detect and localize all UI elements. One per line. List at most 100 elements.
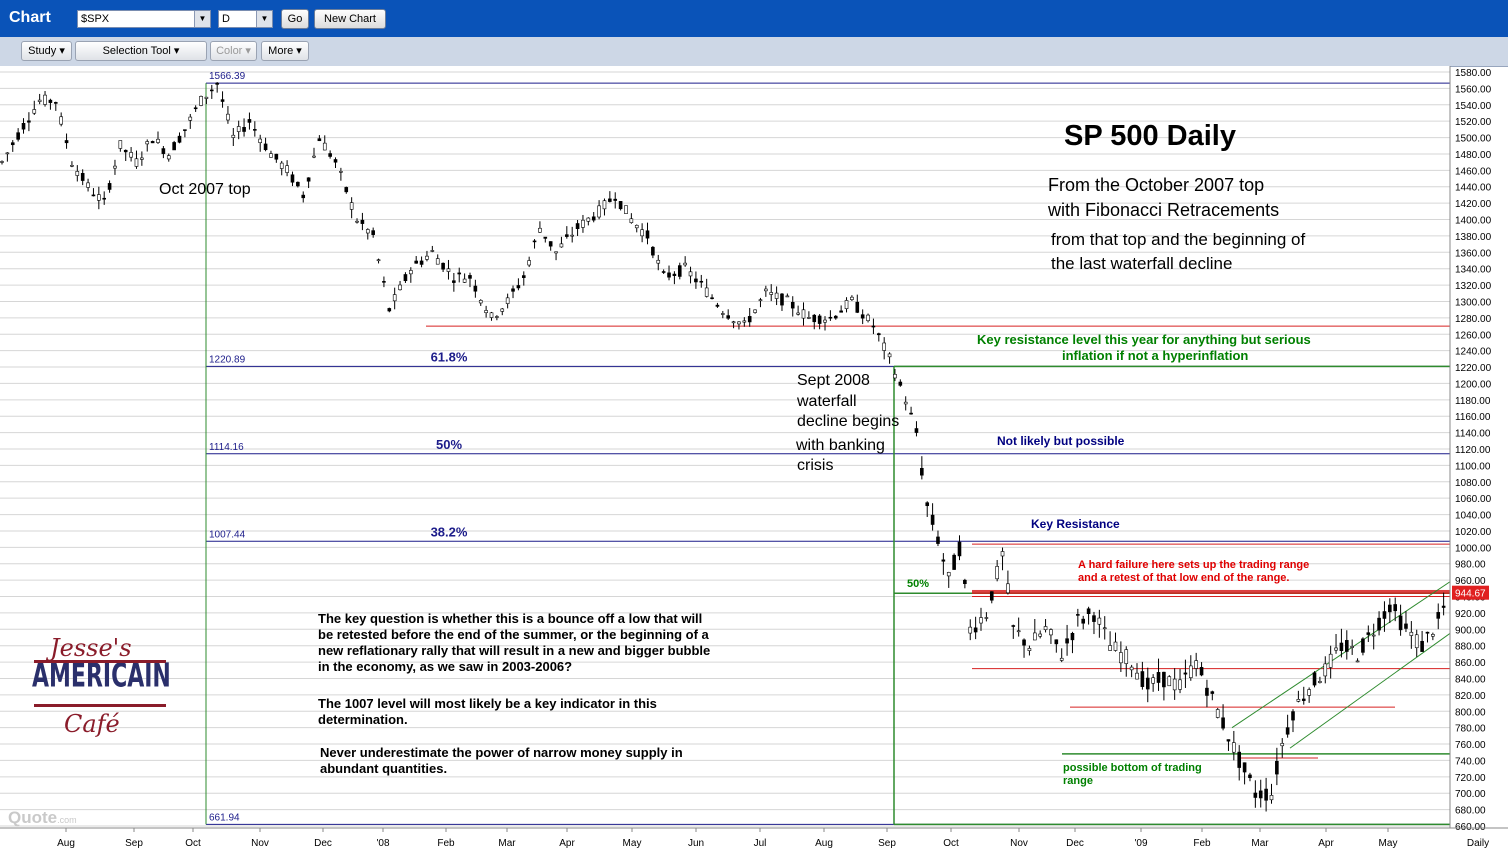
candle-body: [839, 310, 843, 313]
candle-body: [527, 260, 531, 266]
x-axis-label: Daily: [1467, 838, 1489, 849]
candle-body: [1027, 648, 1032, 651]
period-select[interactable]: D ▼: [218, 10, 273, 28]
grid-lines: [0, 71, 1450, 827]
x-tick-label: Dec: [314, 838, 332, 849]
study-menu-button[interactable]: Study ▾: [21, 41, 72, 61]
fib-pct-label: 38.2%: [431, 524, 468, 539]
quote-logo-text: Quote: [8, 808, 58, 827]
money-line-1: Never underestimate the power of narrow …: [320, 745, 683, 760]
candle-body: [1307, 689, 1311, 696]
candle-body: [129, 152, 133, 158]
more-menu-button[interactable]: More ▾: [261, 41, 309, 61]
y-tick-label: 920.00: [1455, 609, 1486, 620]
candle-body: [833, 315, 838, 319]
candle-body: [118, 140, 123, 149]
y-tick-label: 1260.00: [1455, 330, 1492, 341]
x-tick-label: Jul: [754, 838, 767, 849]
candle-body: [21, 122, 26, 130]
y-tick-label: 1140.00: [1455, 429, 1491, 440]
candle-body: [731, 321, 736, 324]
x-tick-label: Sep: [125, 838, 143, 849]
candle-body: [425, 255, 429, 260]
candle-body: [871, 325, 876, 328]
candle-body: [43, 94, 47, 105]
green-pct-label: 50%: [907, 578, 929, 590]
chevron-down-icon[interactable]: ▼: [194, 11, 210, 27]
chevron-down-icon[interactable]: ▼: [256, 11, 272, 27]
candle-body: [1328, 653, 1333, 668]
candle-body: [1420, 640, 1424, 652]
candle-body: [75, 171, 80, 176]
price-chart[interactable]: 660.00680.00700.00720.00740.00760.00780.…: [0, 66, 1508, 859]
candle-body: [1264, 788, 1268, 801]
candle-body: [156, 138, 160, 143]
candle-body: [823, 319, 827, 323]
candle-body: [258, 138, 263, 144]
y-tick-label: 1100.00: [1455, 461, 1491, 472]
subtitle-2: with Fibonacci Retracements: [1048, 200, 1280, 220]
candle-body: [1355, 660, 1360, 663]
y-tick-label: 780.00: [1455, 724, 1486, 735]
candle-body: [726, 315, 730, 319]
candle-body: [785, 295, 790, 298]
candle-body: [403, 274, 408, 282]
fib-pct-label: 61.8%: [431, 349, 468, 364]
candle-body: [166, 155, 171, 160]
candle-body: [1436, 612, 1441, 619]
sept-label-1: Sept 2008: [797, 372, 870, 389]
candle-body: [1323, 663, 1328, 677]
candle-body: [1113, 641, 1118, 651]
candle-body: [1124, 649, 1129, 664]
candle-body: [1033, 632, 1037, 641]
y-tick-label: 1440.00: [1455, 183, 1492, 194]
candle-body: [769, 292, 774, 295]
go-button[interactable]: Go: [281, 9, 309, 29]
question-line-3: new reflationary rally that will result …: [318, 643, 711, 658]
candle-body: [1275, 760, 1279, 775]
candle-body: [1388, 604, 1392, 613]
fib-price-label: 1007.44: [209, 529, 246, 540]
candle-body: [355, 220, 359, 223]
candle-body: [882, 342, 886, 351]
candle-body: [0, 161, 4, 163]
candle-body: [1119, 652, 1123, 664]
candle-body: [629, 218, 634, 223]
candle-body: [1296, 699, 1301, 702]
candle-body: [489, 312, 494, 318]
candle-body: [1054, 639, 1059, 645]
y-tick-label: 740.00: [1455, 756, 1486, 767]
candle-body: [430, 250, 435, 252]
candle-body: [930, 514, 935, 525]
candle-body: [887, 353, 892, 358]
candle-body: [683, 262, 687, 266]
candle-body: [877, 333, 881, 336]
y-axis: 660.00680.00700.00720.00740.00760.00780.…: [1452, 68, 1492, 833]
quote-logo-suffix: .com: [57, 815, 77, 825]
candle-body: [398, 284, 402, 291]
candle-body: [70, 165, 74, 167]
symbol-select[interactable]: $SPX ▼: [77, 10, 211, 28]
candle-body: [1145, 677, 1150, 690]
candle-body: [554, 251, 558, 254]
candle-body: [1135, 672, 1139, 680]
candle-body: [1258, 790, 1263, 799]
candle-body: [301, 194, 306, 199]
candle-body: [1016, 630, 1021, 633]
candle-body: [516, 285, 521, 289]
candle-body: [1129, 666, 1134, 671]
candle-body: [312, 155, 316, 158]
x-tick-label: Dec: [1066, 838, 1084, 849]
candle-body: [979, 617, 983, 624]
title-bar: Chart $SPX ▼ D ▼ Go New Chart: [0, 0, 1508, 38]
candle-body: [32, 109, 37, 114]
y-tick-label: 1300.00: [1455, 297, 1492, 308]
candle-body: [344, 187, 349, 193]
y-tick-label: 1500.00: [1455, 134, 1492, 145]
candle-body: [500, 308, 505, 312]
candle-body: [360, 219, 365, 224]
new-chart-button[interactable]: New Chart: [314, 9, 386, 29]
selection-tool-button[interactable]: Selection Tool ▾: [75, 41, 207, 61]
last-price-label: 944.67: [1455, 589, 1486, 600]
possible-bottom-1: possible bottom of trading: [1063, 762, 1202, 774]
